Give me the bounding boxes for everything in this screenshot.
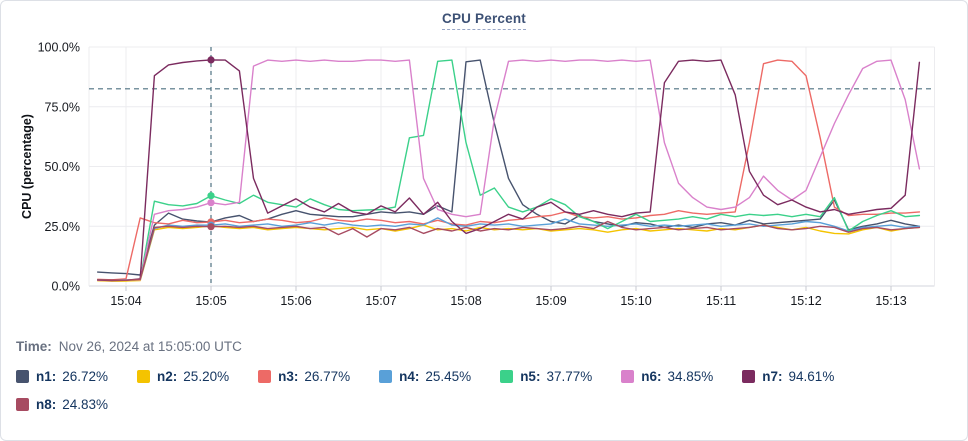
y-tick-label: 75.0% [45,100,80,114]
legend-item-n8[interactable]: n8: 24.83% [16,397,108,412]
legend-series-value: 24.83% [62,397,109,412]
legend-swatch [16,370,29,383]
x-tick-label: 15:09 [535,294,566,308]
series-line-n2[interactable] [97,224,921,282]
legend-swatch [500,370,514,383]
crosshair-dot-n5[interactable] [207,192,215,200]
legend-item-n5[interactable]: n5: 37.77% [500,369,592,384]
legend-series-name: n8: [36,397,57,412]
legend-series-value: 26.77% [304,369,351,384]
series-line-n8[interactable] [97,220,921,281]
legend-series-name: n6: [641,369,662,384]
legend-item-n2[interactable]: n2: 25.20% [137,369,229,384]
x-tick-label: 15:07 [365,294,396,308]
legend-series-name: n1: [36,369,57,384]
legend-item-n7[interactable]: n7: 94.61% [742,369,834,384]
time-value: Nov 26, 2024 at 15:05:00 UTC [58,339,242,354]
cpu-chart[interactable]: 0.0% 25.0% 50.0% 75.0% 100.0% 15:04 15:05 15:06… [1,1,968,323]
x-tick-label: 15:04 [110,294,141,308]
legend-series-value: 25.20% [183,369,230,384]
legend-item-n6[interactable]: n6: 34.85% [621,369,713,384]
time-label: Time: [16,339,52,354]
legend-swatch [258,370,272,383]
chart-header: CPU Percent [1,10,967,30]
legend-swatch [379,370,393,383]
chart-title[interactable]: CPU Percent [442,11,526,30]
legend-series-value: 25.45% [425,369,472,384]
x-tick-label: 15:13 [875,294,906,308]
legend-item-n3[interactable]: n3: 26.77% [258,369,350,384]
legend-series-name: n2: [157,369,178,384]
legend-series-value: 94.61% [788,369,835,384]
time-row: Time: Nov 26, 2024 at 15:05:00 UTC [16,339,242,354]
legend-series-name: n5: [520,369,541,384]
series-line-n1[interactable] [97,59,921,276]
legend-item-n1[interactable]: n1: 26.72% [16,369,108,384]
legend-series-value: 37.77% [546,369,593,384]
legend-series-name: n4: [399,369,420,384]
x-tick-label: 15:08 [450,294,481,308]
x-tick-label: 15:05 [195,294,226,308]
legend-row: n1: 26.72% n2: 25.20% n3: 26.77% n4: 25.45% n5: 3… [16,369,957,384]
legend-series-name: n7: [762,369,783,384]
x-tick-label: 15:10 [620,294,651,308]
series-line-n6[interactable] [97,59,921,282]
legend-swatch [16,398,29,411]
legend: n1: 26.72% n2: 25.20% n3: 26.77% n4: 25.45% n5: 3… [16,369,957,412]
x-tick-label: 15:11 [706,294,736,308]
x-tick-label: 15:06 [280,294,311,308]
y-axis-title: CPU (percentage) [20,114,34,219]
legend-series-value: 26.72% [62,369,109,384]
series-line-n3[interactable] [97,59,921,281]
legend-swatch [742,370,756,383]
y-tick-label: 25.0% [45,220,80,234]
x-tick-label: 15:12 [790,294,821,308]
legend-swatch [621,370,635,383]
y-tick-label: 0.0% [52,280,81,294]
legend-row: n8: 24.83% [16,397,957,412]
series-line-n4[interactable] [97,217,921,281]
legend-item-n4[interactable]: n4: 25.45% [379,369,471,384]
legend-series-name: n3: [278,369,299,384]
legend-series-value: 34.85% [667,369,714,384]
y-tick-label: 100.0% [38,41,80,55]
legend-swatch [137,370,151,383]
series-line-n5[interactable] [97,59,921,281]
crosshair-dot-n6[interactable] [207,199,215,207]
crosshair-dot-n7[interactable] [207,56,215,64]
crosshair-dot-n8[interactable] [207,223,215,231]
series-line-n7[interactable] [97,59,921,282]
y-tick-label: 50.0% [45,160,80,174]
